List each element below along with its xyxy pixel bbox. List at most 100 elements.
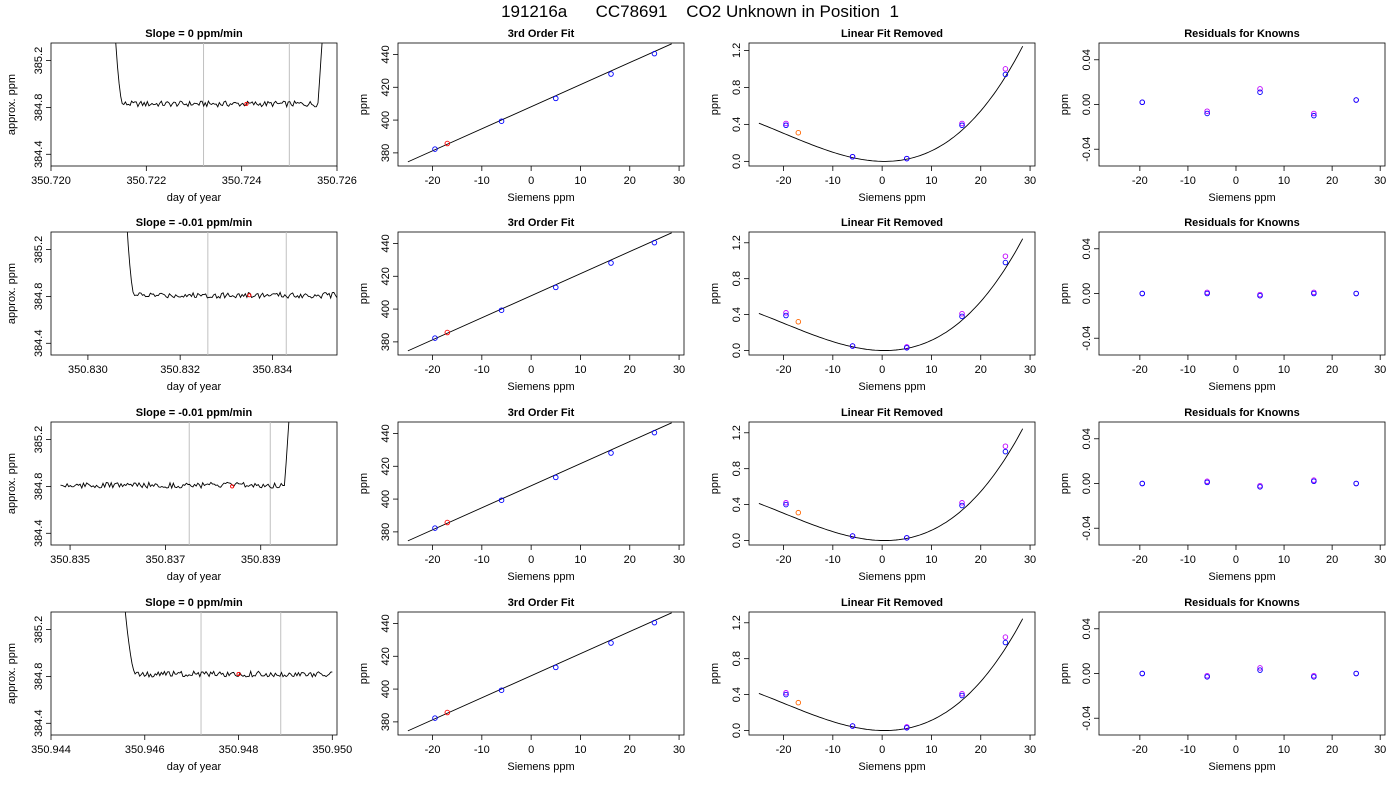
y-tick-label: 400 [380,300,392,318]
plot-area [758,45,1024,162]
known-raw-point [959,120,965,127]
plot-frame [397,421,685,546]
unknown-point [795,129,802,136]
y-tick-label: -0.04 [1081,137,1093,162]
x-tick-label: -20 [425,175,441,187]
y-tick-label: 420 [380,647,392,665]
y-tick-label: 440 [380,45,392,63]
x-axis-label: Siemens ppm [1208,381,1275,393]
known-fit-point [1311,478,1317,485]
panel-2-3: Residuals for Knowns Siemens ppm ppm -20 -10… [1059,407,1386,583]
x-tick-label: 0 [528,744,534,756]
panel-title: Residuals for Knowns [1184,28,1300,40]
plot-area [1139,289,1359,299]
x-tick-label: -20 [425,364,441,376]
x-tick-label: 350.724 [222,175,262,187]
known-fit-point [904,155,910,162]
x-tick-label: -20 [776,364,792,376]
panel-title: Linear Fit Removed [841,407,943,419]
y-tick-label: 385.2 [33,47,45,75]
x-tick-label: -10 [1180,175,1196,187]
known-raw-point [959,690,965,697]
x-tick-label: 0 [1233,364,1239,376]
x-tick-label: 30 [1374,554,1386,566]
x-tick-label: -20 [1132,364,1148,376]
known-fit-point [904,345,910,351]
y-tick-label: 1.2 [731,235,743,250]
panel-title: 3rd Order Fit [508,28,575,40]
x-tick-label: 0 [879,175,885,187]
residual-curve [758,238,1024,351]
x-tick-label: 20 [624,364,636,376]
unknown-point [444,709,451,716]
unknown-marker [236,672,241,677]
y-tick-label: 380 [380,713,392,731]
y-axis-label: approx. ppm [6,643,18,704]
y-tick-label: 440 [380,424,392,442]
x-tick-label: 20 [975,364,987,376]
y-tick-label: 384.8 [33,663,45,691]
known-fit-point [959,692,965,699]
known-raw-point [1002,634,1009,640]
known-fit-point [1204,110,1210,117]
y-tick-label: 384.8 [33,94,45,122]
y-tick-label: 0.8 [731,80,743,95]
y-axis-label: ppm [709,663,721,684]
x-axis-label: Siemens ppm [858,761,925,773]
x-tick-label: -10 [1180,364,1196,376]
x-tick-label: 350.726 [317,175,357,187]
plot-frame [50,231,338,356]
x-tick-label: -10 [1180,554,1196,566]
known-point [432,335,438,341]
x-tick-label: 10 [574,364,586,376]
x-axis-label: Siemens ppm [858,192,925,204]
x-tick-label: -10 [1180,744,1196,756]
known-fit-point [1353,670,1359,677]
x-tick-label: 10 [1278,364,1290,376]
known-fit-point [1353,290,1359,297]
x-tick-label: 20 [1326,554,1338,566]
known-fit-point [1139,670,1146,677]
known-raw-point [1002,66,1009,72]
known-raw-point [1002,253,1009,259]
known-point [432,525,438,531]
y-tick-label: 400 [380,490,392,508]
x-axis-label: day of year [167,571,222,583]
known-point [608,260,614,266]
y-axis-label: ppm [358,94,370,115]
x-tick-label: 30 [673,554,685,566]
y-tick-label: 380 [380,333,392,351]
y-tick-label: 0.0 [731,343,743,358]
known-raw-point [959,310,965,317]
x-axis-label: day of year [167,381,222,393]
plot-area [407,43,672,163]
known-fit-point [783,312,789,319]
y-tick-label: 0.4 [731,307,743,322]
known-raw-point [783,310,789,316]
known-point [498,118,505,124]
known-fit-point [904,535,910,541]
y-axis-label: ppm [1059,663,1071,684]
plot-area [1139,86,1359,119]
known-fit-point [1139,99,1146,106]
x-axis-label: Siemens ppm [507,761,574,773]
known-point [608,71,614,77]
x-tick-label: 350.834 [253,364,293,376]
plot-frame [748,421,1036,546]
x-tick-label: 350.944 [31,744,71,756]
panel-title: Slope = -0.01 ppm/min [136,407,253,419]
panel-3-1: 3rd Order Fit Siemens ppm ppm -20 -10 0 10 20 30… [358,597,685,773]
y-tick-label: 420 [380,267,392,285]
known-point [498,497,505,503]
x-tick-label: -20 [1132,175,1148,187]
x-tick-label: 20 [624,175,636,187]
panel-2-0: Slope = -0.01 ppm/min day of year approx. … [6,407,338,583]
y-tick-label: 1.2 [731,615,743,630]
known-fit-point [1311,112,1317,119]
known-fit-point [1353,480,1359,487]
plot-area [758,618,1024,731]
known-fit-point [959,122,965,129]
plot-area [758,428,1024,541]
y-axis-label: ppm [709,283,721,304]
